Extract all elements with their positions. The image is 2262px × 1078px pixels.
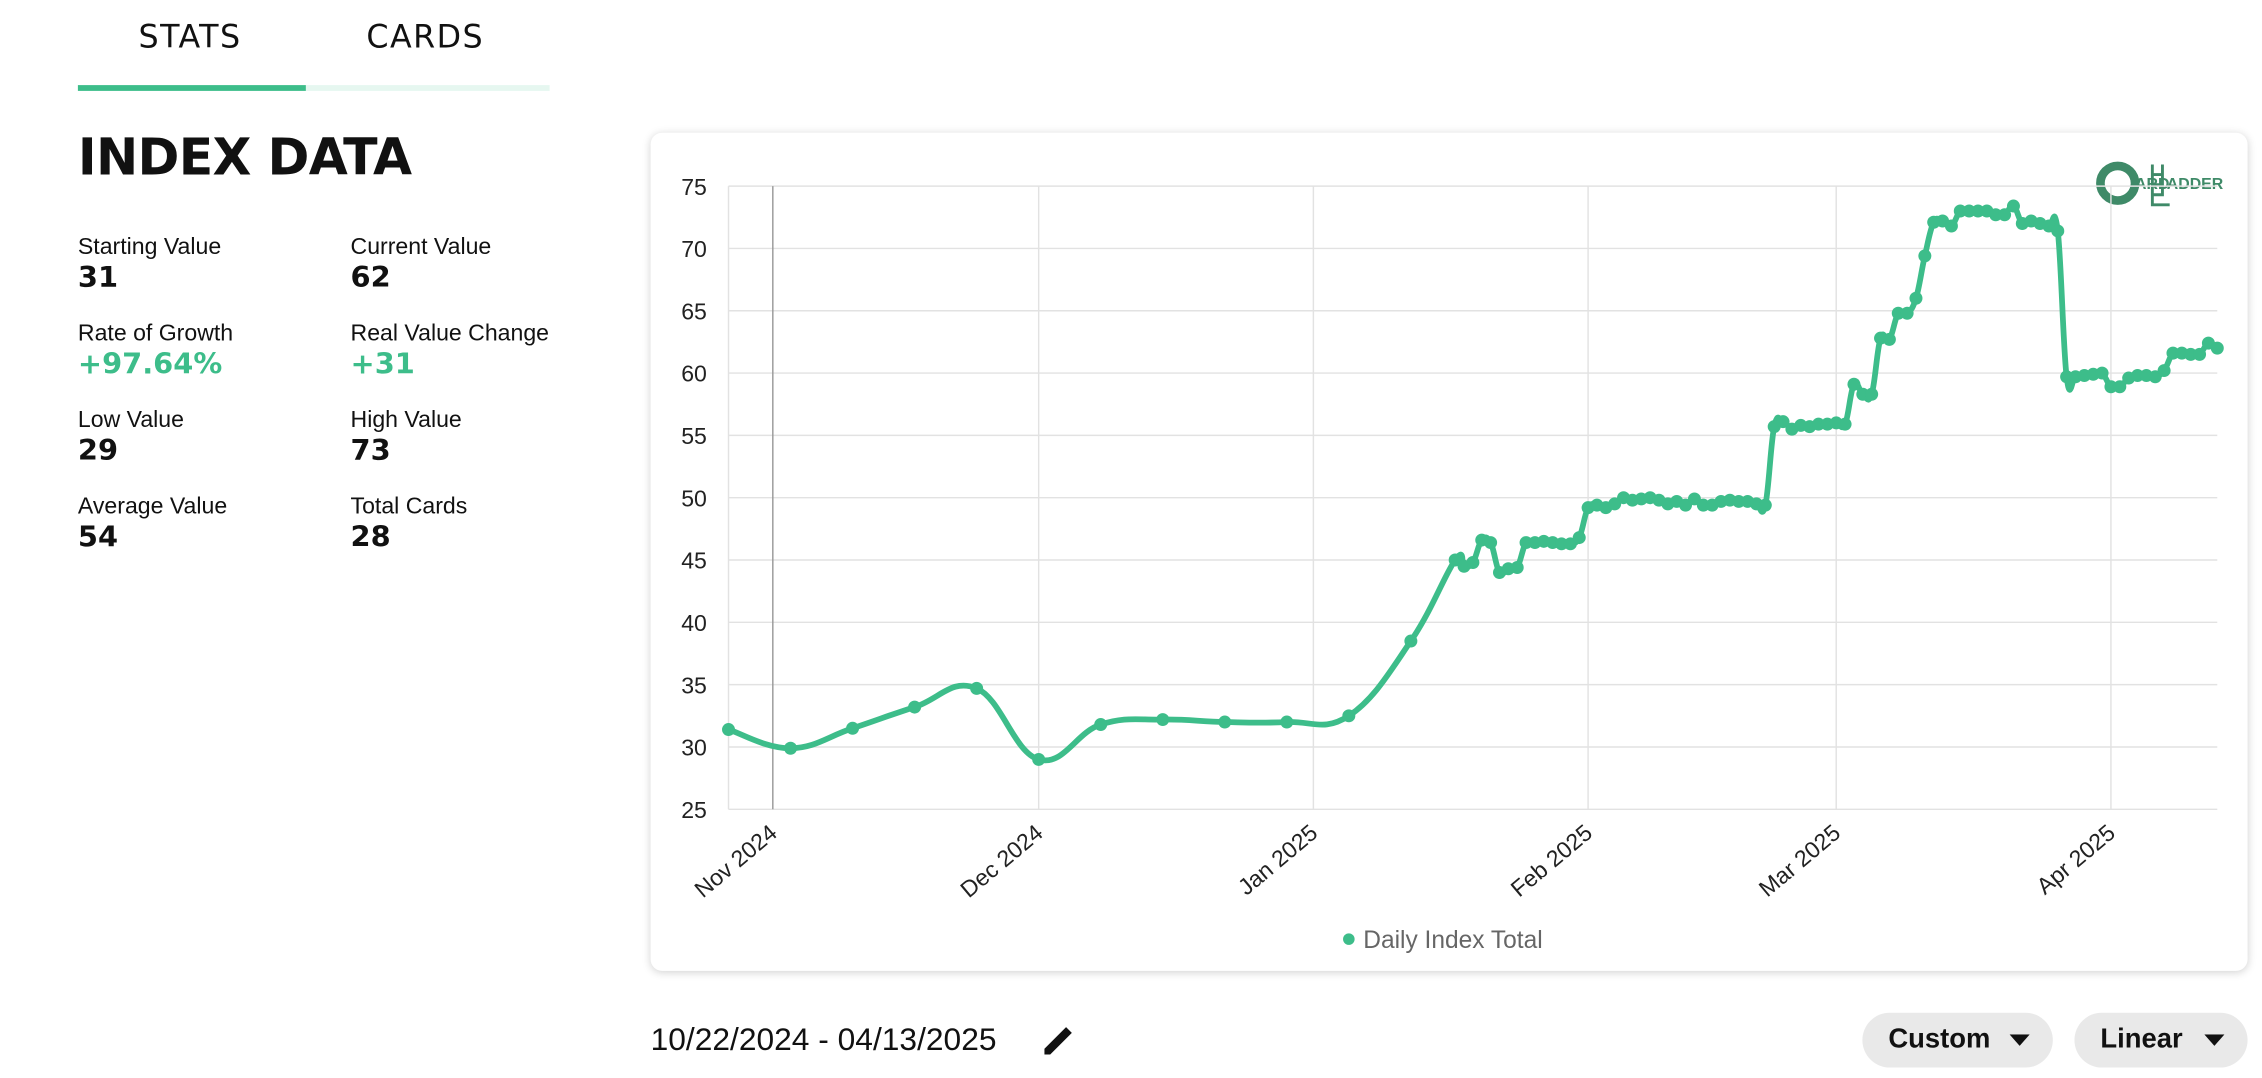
y-tick-label: 60 bbox=[681, 361, 707, 387]
point bbox=[1218, 715, 1232, 729]
stat-label: Rate of Growth bbox=[77, 321, 234, 347]
stat-value: 54 bbox=[77, 519, 119, 554]
stat-value: 28 bbox=[350, 519, 391, 554]
x-tick-label: Feb 2025 bbox=[1506, 819, 1597, 902]
button-label: Custom bbox=[1888, 1024, 1991, 1055]
stat-label: Starting Value bbox=[77, 235, 222, 260]
point bbox=[1838, 417, 1852, 431]
stat-value: 31 bbox=[77, 259, 119, 295]
point bbox=[1572, 531, 1586, 545]
x-tick-label: Mar 2025 bbox=[1754, 819, 1845, 902]
stat: Low Value 29 bbox=[78, 408, 184, 466]
stat-label: Real Value Change bbox=[350, 321, 550, 347]
logo: ARD ADDER bbox=[2096, 161, 2224, 207]
point bbox=[1342, 709, 1356, 723]
stat-label: Current Value bbox=[350, 235, 492, 260]
logo-ladder bbox=[2150, 164, 2170, 207]
point bbox=[1758, 498, 1772, 512]
tab[interactable]: CARDS bbox=[366, 20, 485, 57]
point bbox=[1484, 536, 1498, 550]
stat-value: 62 bbox=[350, 259, 391, 295]
stat: Current Value 62 bbox=[351, 235, 492, 293]
point bbox=[1466, 556, 1480, 570]
range-dropdown[interactable]: Custom bbox=[1862, 1012, 2053, 1068]
point bbox=[2095, 366, 2109, 380]
point bbox=[722, 723, 736, 737]
legend-marker bbox=[1343, 933, 1355, 945]
stat-label: Low Value bbox=[77, 408, 184, 433]
y-tick-label: 40 bbox=[681, 610, 707, 636]
stat-value: 29 bbox=[77, 432, 119, 468]
stat: Total Cards 28 bbox=[351, 495, 468, 553]
y-tick-label: 35 bbox=[681, 672, 707, 698]
edit-icon[interactable] bbox=[1040, 1024, 1075, 1059]
legend-label: Daily Index Total bbox=[1363, 927, 1542, 954]
caret bbox=[2009, 1034, 2030, 1046]
point bbox=[2113, 380, 2127, 394]
line bbox=[727, 202, 2219, 764]
stat-label: Total Cards bbox=[350, 494, 468, 520]
active-tab-indicator bbox=[77, 85, 306, 91]
x-tick-label: Apr 2025 bbox=[2031, 819, 2119, 899]
point bbox=[1847, 377, 1861, 391]
point bbox=[1865, 387, 1879, 401]
point bbox=[908, 700, 922, 714]
stat: Real Value Change +31 bbox=[351, 322, 549, 380]
heading: INDEX DATA bbox=[77, 129, 412, 188]
button-label: Linear bbox=[2100, 1024, 2183, 1055]
x-tick-label: Jan 2025 bbox=[1233, 819, 1322, 900]
point bbox=[2006, 199, 2020, 213]
chart: ARD ADDER 25 30 35 40 45 50 55 60 65 70 75 Nov 2024… bbox=[681, 161, 2224, 954]
y-tick-label: 75 bbox=[681, 174, 707, 200]
stat: Average Value 54 bbox=[78, 495, 227, 553]
point bbox=[2157, 364, 2171, 378]
point bbox=[2051, 224, 2065, 238]
point bbox=[1776, 415, 1790, 429]
stat: Rate of Growth +97.64% bbox=[78, 322, 233, 380]
stat-value: +97.64% bbox=[77, 346, 223, 381]
caret bbox=[2204, 1034, 2225, 1046]
point bbox=[1909, 291, 1923, 305]
y-tick-label: 50 bbox=[681, 485, 707, 511]
point bbox=[1900, 306, 1914, 320]
chart-card: ARD ADDER 25 30 35 40 45 50 55 60 65 70 75 Nov 2024… bbox=[650, 132, 2248, 971]
point bbox=[2210, 341, 2224, 355]
point bbox=[1510, 561, 1524, 574]
point bbox=[1404, 634, 1418, 648]
point bbox=[1918, 249, 1932, 263]
point bbox=[1156, 713, 1170, 727]
y-tick-label: 45 bbox=[681, 548, 707, 574]
stat-label: High Value bbox=[350, 408, 462, 433]
stat: Starting Value 31 bbox=[78, 235, 221, 293]
x-tick-label: Dec 2024 bbox=[955, 819, 1048, 903]
point bbox=[1882, 332, 1896, 346]
point bbox=[1280, 715, 1294, 729]
y-tick-label: 65 bbox=[681, 298, 707, 324]
scale-dropdown[interactable]: Linear bbox=[2074, 1012, 2248, 1068]
point bbox=[1998, 208, 2012, 222]
stat-label: Average Value bbox=[77, 494, 228, 520]
stat: High Value 73 bbox=[351, 408, 462, 466]
y-tick-label: 25 bbox=[681, 797, 707, 823]
point bbox=[970, 681, 984, 695]
y-tick-label: 55 bbox=[681, 423, 707, 449]
tab-underline bbox=[77, 85, 550, 91]
tab[interactable]: STATS bbox=[138, 20, 242, 57]
point bbox=[1032, 752, 1046, 766]
y-tick-label: 70 bbox=[681, 236, 707, 262]
logo-text: ADDER bbox=[2167, 176, 2224, 193]
logo-c bbox=[2096, 161, 2140, 205]
point bbox=[2193, 347, 2207, 361]
y-tick-label: 30 bbox=[681, 735, 707, 761]
stat-value: 73 bbox=[350, 432, 391, 468]
point bbox=[1944, 219, 1958, 233]
stat-value: +31 bbox=[350, 346, 415, 381]
point bbox=[846, 721, 860, 735]
point bbox=[1094, 718, 1108, 732]
point bbox=[784, 741, 798, 755]
date-range: 10/22/2024 - 04/13/2025 bbox=[650, 1021, 997, 1058]
x-tick-label: Nov 2024 bbox=[689, 819, 782, 903]
